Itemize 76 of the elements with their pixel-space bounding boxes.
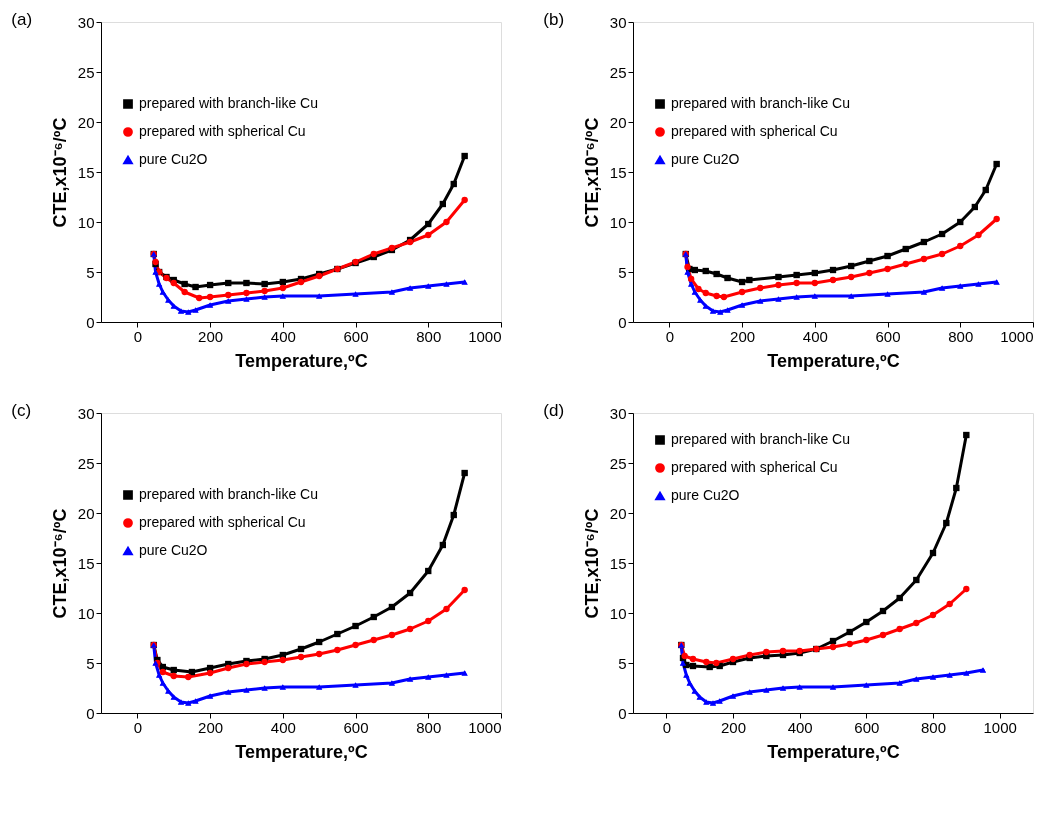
x-tick-label: 400 bbox=[270, 327, 296, 345]
y-axis-title: CTE,x10⁻⁶/ºC bbox=[581, 117, 602, 228]
x-tick-label: 600 bbox=[343, 718, 369, 736]
x-tick-label: 800 bbox=[920, 718, 947, 736]
legend-label: prepared with spherical Cu bbox=[671, 459, 838, 475]
x-tick-label: 800 bbox=[416, 718, 442, 736]
legend-label: prepared with branch-like Cu bbox=[139, 95, 318, 111]
y-tick-label: 25 bbox=[77, 454, 95, 472]
x-tick-label: 800 bbox=[948, 327, 974, 345]
x-tick-label: 200 bbox=[730, 327, 756, 345]
legend-label: pure Cu2O bbox=[671, 151, 740, 167]
chart-title: (a) bbox=[11, 10, 33, 29]
x-tick-label: 0 bbox=[133, 718, 143, 736]
chart-title: (b) bbox=[543, 10, 565, 29]
x-tick-label: 800 bbox=[416, 327, 442, 345]
x-axis-title: Temperature,ºC bbox=[235, 350, 368, 371]
y-tick-label: 5 bbox=[618, 263, 627, 281]
legend-label: prepared with branch-like Cu bbox=[139, 486, 318, 502]
y-tick-label: 25 bbox=[609, 454, 627, 472]
y-tick-label: 0 bbox=[618, 704, 627, 722]
legend-label: prepared with spherical Cu bbox=[139, 123, 306, 139]
y-tick-label: 5 bbox=[86, 263, 95, 281]
x-tick-label: 1000 bbox=[468, 327, 502, 345]
y-tick-label: 30 bbox=[609, 13, 627, 31]
y-tick-label: 20 bbox=[77, 504, 95, 522]
x-tick-label: 200 bbox=[198, 327, 224, 345]
x-tick-label: 200 bbox=[720, 718, 747, 736]
y-axis-title: CTE,x10⁻⁶/ºC bbox=[49, 508, 70, 619]
y-tick-label: 5 bbox=[86, 654, 95, 672]
y-tick-label: 15 bbox=[77, 163, 95, 181]
y-tick-label: 10 bbox=[77, 604, 95, 622]
y-axis-title: CTE,x10⁻⁶/ºC bbox=[581, 508, 602, 619]
y-tick-label: 0 bbox=[86, 313, 95, 331]
y-tick-label: 25 bbox=[77, 63, 95, 81]
y-tick-label: 20 bbox=[609, 504, 627, 522]
x-tick-label: 1000 bbox=[983, 718, 1017, 736]
x-tick-label: 1000 bbox=[468, 718, 502, 736]
x-axis-title: Temperature,ºC bbox=[235, 741, 368, 762]
y-tick-label: 15 bbox=[77, 554, 95, 572]
x-tick-label: 200 bbox=[198, 718, 224, 736]
x-tick-label: 0 bbox=[665, 327, 675, 345]
y-tick-label: 30 bbox=[609, 404, 627, 422]
x-tick-label: 0 bbox=[133, 327, 143, 345]
legend-label: pure Cu2O bbox=[671, 487, 740, 503]
x-tick-label: 600 bbox=[343, 327, 369, 345]
legend-label: prepared with spherical Cu bbox=[139, 514, 306, 530]
legend-label: prepared with branch-like Cu bbox=[671, 431, 850, 447]
y-tick-label: 15 bbox=[609, 163, 627, 181]
y-tick-label: 30 bbox=[77, 404, 95, 422]
legend-label: pure Cu2O bbox=[139, 542, 208, 558]
x-axis-title: Temperature,ºC bbox=[767, 741, 900, 762]
y-tick-label: 20 bbox=[609, 113, 627, 131]
chart-title: (d) bbox=[543, 401, 565, 420]
y-tick-label: 15 bbox=[609, 554, 627, 572]
legend-label: pure Cu2O bbox=[139, 151, 208, 167]
x-axis-title: Temperature,ºC bbox=[767, 350, 900, 371]
y-tick-label: 0 bbox=[86, 704, 95, 722]
legend-label: prepared with branch-like Cu bbox=[671, 95, 850, 111]
x-tick-label: 600 bbox=[875, 327, 901, 345]
y-tick-label: 10 bbox=[77, 213, 95, 231]
y-tick-label: 30 bbox=[77, 13, 95, 31]
x-tick-label: 0 bbox=[662, 718, 672, 736]
x-tick-label: 400 bbox=[270, 718, 296, 736]
y-tick-label: 0 bbox=[618, 313, 627, 331]
chart-title: (c) bbox=[11, 401, 32, 420]
x-tick-label: 1000 bbox=[1000, 327, 1034, 345]
y-tick-label: 10 bbox=[609, 213, 627, 231]
y-axis-title: CTE,x10⁻⁶/ºC bbox=[49, 117, 70, 228]
legend-label: prepared with spherical Cu bbox=[671, 123, 838, 139]
y-tick-label: 20 bbox=[77, 113, 95, 131]
x-tick-label: 400 bbox=[802, 327, 828, 345]
y-tick-label: 25 bbox=[609, 63, 627, 81]
y-tick-label: 5 bbox=[618, 654, 627, 672]
y-tick-label: 10 bbox=[609, 604, 627, 622]
x-tick-label: 600 bbox=[854, 718, 880, 736]
x-tick-label: 400 bbox=[787, 718, 813, 736]
